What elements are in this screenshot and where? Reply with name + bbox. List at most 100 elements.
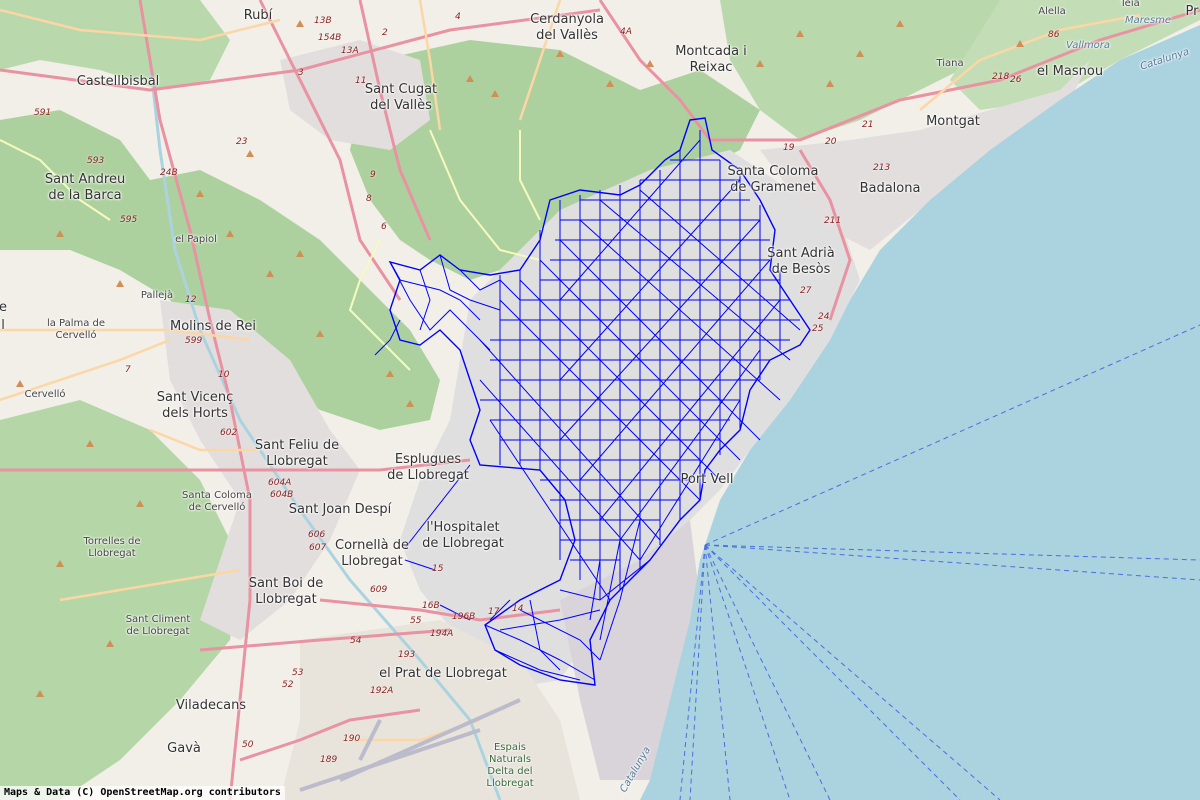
road-number: 218 [992,72,1010,82]
overlay-grid-c [499,130,781,600]
road-number: 19 [783,143,795,153]
ferry-routes [679,324,1200,800]
road-number: 13B [314,16,332,26]
place-cervello: Cervelló [24,389,66,400]
overlay-outline [388,117,811,686]
secondary-roads [0,129,541,371]
road-number: 24 [818,312,830,322]
road-number: 20 [825,137,837,147]
place-papiol: el Papiol [175,234,217,245]
peak-markers [16,20,1024,697]
place-santacoloma: Santa Coloma de Gramenet [727,164,819,195]
place-montgat: Montgat [926,114,980,129]
overlay-south-tracks [484,519,651,681]
road-number: 189 [320,755,338,765]
overlay-outliers [404,464,511,621]
place-rubi: Rubí [243,8,273,23]
place-prat: el Prat de Llobregat [379,666,507,681]
road-number: 7 [125,365,131,375]
road-number: 21 [862,120,874,130]
place-palma: la Palma de Cervelló [46,318,106,341]
road-number: 2 [382,28,388,38]
place-santclinent: Sant Climent de Llobregat [125,614,191,637]
road-number: 12 [185,295,197,305]
place-cornella: Cornellà de Llobregat [335,538,409,569]
road-number: 52 [282,680,294,690]
port-zone [560,520,700,780]
road-number: 54 [350,636,362,646]
road-number: 196B [452,612,476,622]
place-castellbisbal: Castellbisbal [76,74,160,89]
label-maresme: Maresme [1124,15,1172,26]
place-santvicenc: Sant Vicenç dels Horts [156,390,234,421]
place-montcada: Montcada i Reixac [675,44,747,75]
place-molins: Molins de Rei [170,319,256,334]
road-number: 213 [873,163,891,173]
place-edge-l: l [1,318,5,333]
road-number: 14 [512,604,524,614]
place-edge-pr: Pr [1185,4,1199,19]
road-number: 609 [370,585,388,595]
road-number: 606 [308,530,326,540]
place-palleja: Pallejà [140,290,174,301]
road-number: 4A [620,27,632,37]
overlay-west-tracks [374,254,521,356]
road-number: 154B [318,33,342,43]
road-number: 595 [120,215,138,225]
place-gava: Gavà [167,741,201,756]
prat-area [280,620,580,800]
road-number: 11 [355,76,367,86]
place-santboi: Sant Boi de Llobregat [248,576,324,607]
road-number: 25 [812,324,824,334]
road-number: 211 [824,216,842,226]
south-west-hills [0,400,240,800]
place-santfeliu: Sant Feliu de Llobregat [254,438,340,469]
road-number: 6 [381,222,387,232]
mediterranean-sea [640,25,1200,800]
place-port-vell: Port Vell [680,472,734,487]
santcugat-urban [280,40,430,150]
place-santcugat: Sant Cugat del Vallès [364,82,438,113]
place-teia: Teià [1120,0,1140,9]
road-number: 55 [410,616,422,626]
place-santadria: Sant Adrià de Besòs [767,246,835,277]
western-hills [0,110,440,430]
road-number: 604B [270,490,294,500]
road-number: 15 [432,564,444,574]
llobregat-river [148,59,502,800]
place-delta: Espais Naturals Delta del Llobregat [486,742,534,789]
road-number: 4 [455,12,461,22]
place-santjoan: Sant Joan Despí [288,502,392,517]
road-number: 602 [220,428,238,438]
road-number: 190 [343,734,361,744]
road-number: 53 [292,668,304,678]
badalona-urban [760,60,1090,250]
road-number: 607 [309,543,327,553]
road-number: 192A [370,686,394,696]
road-number: 17 [488,607,500,617]
road-number: 593 [87,156,105,166]
road-number: 16B [422,601,440,611]
place-hospitalet: l'Hospitalet de Llobregat [422,520,504,551]
place-santacoloma-cervello: Santa Coloma de Cervelló [182,490,252,513]
label-vallmora: Vallmora [1066,40,1110,51]
airport [299,698,521,792]
road-number: 50 [242,740,254,750]
place-edge-e: e [0,300,7,315]
place-santandreu: Sant Andreu de la Barca [44,172,126,203]
place-viladecans: Viladecans [175,698,247,713]
place-badalona: Badalona [859,181,921,196]
road-number: 9 [370,170,376,180]
road-number: 194A [430,629,454,639]
place-torrelles: Torrelles de Llobregat [83,536,141,559]
place-cerdanyola: Cerdanyola del Vallès [530,12,604,43]
road-number: 591 [34,108,52,118]
road-number: 10 [218,370,230,380]
road-number: 23 [236,137,248,147]
road-number: 604A [268,478,292,488]
road-number: 24B [160,168,178,178]
place-alella: Alella [1038,6,1066,17]
place-esplugues: Esplugues de Llobregat [387,452,469,483]
